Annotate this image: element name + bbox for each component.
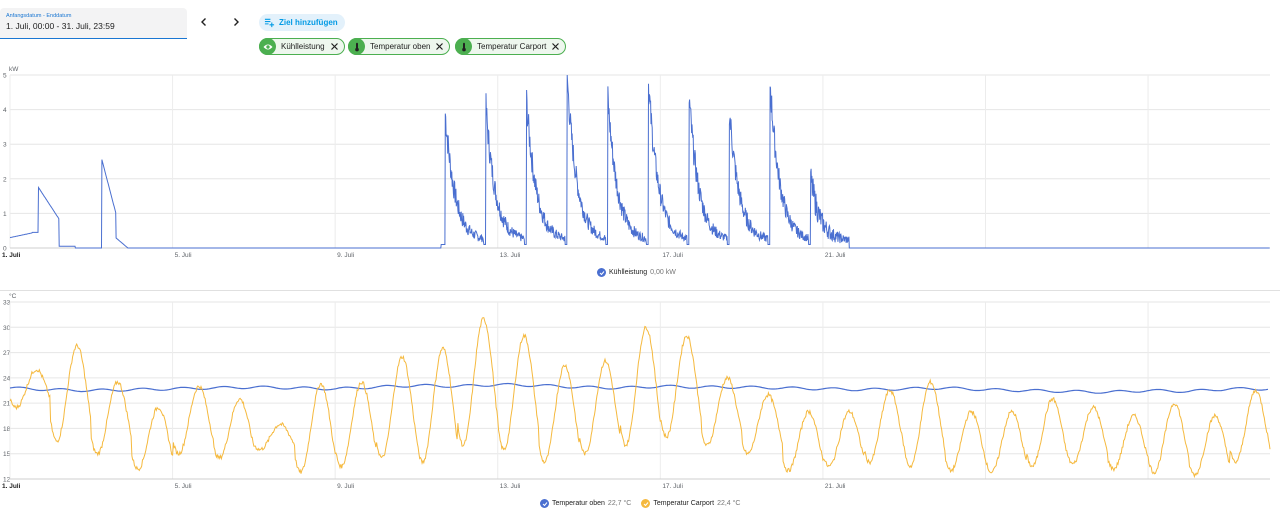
chip-label: Temperatur Carport xyxy=(477,42,547,51)
legend-series-value: 22,4 °C xyxy=(717,500,741,507)
check-icon xyxy=(540,499,549,508)
x-tick-label: 13. Juli xyxy=(500,252,521,259)
chart-divider xyxy=(0,290,1280,291)
x-tick-label: 21. Juli xyxy=(825,483,846,490)
y-tick-label: 21 xyxy=(3,401,11,408)
target-chip-temperatur-oben[interactable]: Temperatur oben xyxy=(348,38,451,55)
legend-item-temperatur-oben[interactable]: Temperatur oben 22,7 °C xyxy=(540,499,631,508)
x-tick-label: 1. Juli xyxy=(2,252,21,259)
chevron-left-icon xyxy=(201,18,206,26)
series-line-temperatur-carport xyxy=(9,317,1271,479)
y-tick-label: 33 xyxy=(3,300,11,307)
legend-series-name: Temperatur oben xyxy=(552,500,605,507)
next-period-button[interactable] xyxy=(228,14,244,30)
power-chart-legend[interactable]: Kühlleistung 0,00 kW xyxy=(597,268,682,277)
check-icon xyxy=(597,268,606,277)
x-tick-label: 9. Juli xyxy=(337,483,354,490)
add-target-button[interactable]: Ziel hinzufügen xyxy=(259,14,345,31)
y-tick-label: 1 xyxy=(3,211,7,218)
playlist-plus-icon xyxy=(264,18,275,28)
thermometer-icon xyxy=(455,38,472,55)
y-tick-label: 12 xyxy=(3,477,11,484)
y-tick-label: 0 xyxy=(3,246,7,253)
date-range-value: 1. Juli, 00:00 - 31. Juli, 23:59 xyxy=(6,21,115,31)
y-axis-unit: °C xyxy=(9,292,17,300)
y-tick-label: 24 xyxy=(3,375,11,382)
date-range-label: Anfangsdatum - Enddatum xyxy=(6,13,72,19)
y-tick-label: 18 xyxy=(3,426,11,433)
thermometer-icon xyxy=(348,38,365,55)
legend-series-name: Temperatur Carport xyxy=(653,500,715,507)
close-icon[interactable] xyxy=(551,42,560,51)
y-axis-unit: kW xyxy=(9,66,19,73)
x-tick-label: 13. Juli xyxy=(500,483,521,490)
y-tick-label: 2 xyxy=(3,176,7,183)
x-tick-label: 9. Juli xyxy=(337,252,354,259)
x-tick-label: 5. Juli xyxy=(175,252,192,259)
previous-period-button[interactable] xyxy=(196,14,212,30)
legend-item-temperatur-carport[interactable]: Temperatur Carport 22,4 °C xyxy=(641,499,741,508)
series-line-temperatur-oben xyxy=(9,382,1269,394)
target-chip-kuehlleistung[interactable]: Kühlleistung xyxy=(259,38,345,55)
chevron-right-icon xyxy=(234,18,239,26)
x-tick-label: 17. Juli xyxy=(662,252,683,259)
chip-label: Temperatur oben xyxy=(370,42,431,51)
y-tick-label: 27 xyxy=(3,350,11,357)
y-tick-label: 5 xyxy=(3,73,7,80)
legend-series-value: 0,00 kW xyxy=(650,269,676,276)
y-tick-label: 3 xyxy=(3,142,7,149)
y-tick-label: 30 xyxy=(3,325,11,332)
legend-item-kuehlleistung[interactable]: Kühlleistung 0,00 kW xyxy=(597,268,676,277)
target-chip-temperatur-carport[interactable]: Temperatur Carport xyxy=(455,38,567,55)
y-tick-label: 4 xyxy=(3,107,7,114)
chip-label: Kühlleistung xyxy=(281,42,325,51)
add-target-label: Ziel hinzufügen xyxy=(279,18,338,27)
x-tick-label: 1. Juli xyxy=(2,483,21,490)
date-range-picker[interactable]: Anfangsdatum - Enddatum 1. Juli, 00:00 -… xyxy=(0,8,187,39)
power-chart[interactable]: kW 0 1 2 3 4 5 1. Juli 5. Juli 9. Juli 13. Juli 17.… xyxy=(0,60,1280,265)
x-tick-label: 5. Juli xyxy=(175,483,192,490)
eye-icon xyxy=(259,38,276,55)
x-tick-label: 17. Juli xyxy=(662,483,683,490)
check-icon xyxy=(641,499,651,508)
legend-series-value: 22,7 °C xyxy=(607,500,632,507)
y-tick-label: 15 xyxy=(3,451,11,458)
legend-series-name: Kühlleistung xyxy=(609,269,648,276)
temperature-chart-legend[interactable]: Temperatur oben 22,7 °C Temperatur Carpo… xyxy=(540,499,747,508)
close-icon[interactable] xyxy=(330,42,339,51)
close-icon[interactable] xyxy=(435,42,444,51)
temperature-chart[interactable]: °C 12 15 18 21 24 27 30 33 1. Juli 5. Juli 9. Juli 1… xyxy=(0,292,1280,494)
x-tick-label: 21. Juli xyxy=(825,252,846,259)
series-line-kuehlleistung xyxy=(9,74,1270,249)
